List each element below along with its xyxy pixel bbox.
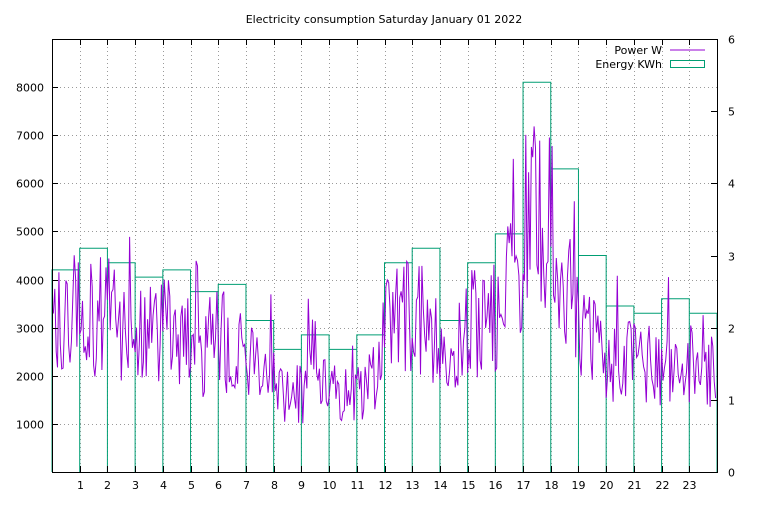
y2-tick-label: 2 (728, 323, 735, 336)
legend-label-energy: Energy KWh (595, 58, 662, 71)
y-tick-label: 4000 (16, 275, 44, 288)
x-tick-label: 18 (545, 479, 559, 492)
y-tick-label: 6000 (16, 178, 44, 191)
y2-tick-label: 0 (728, 467, 735, 480)
x-tick-label: 20 (600, 479, 614, 492)
legend: Power W Energy KWh (595, 44, 705, 71)
chart-title: Electricity consumption Saturday January… (246, 13, 523, 26)
y2-tick-label: 1 (728, 395, 735, 408)
x-tick-label: 19 (572, 479, 586, 492)
x-tick-label: 11 (351, 479, 365, 492)
x-tick-label: 3 (132, 479, 139, 492)
y-tick-label: 1000 (16, 419, 44, 432)
y2-tick-label: 4 (728, 178, 735, 191)
x-tick-label: 9 (298, 479, 305, 492)
x-tick-label: 22 (656, 479, 670, 492)
x-tick-label: 15 (462, 479, 476, 492)
x-tick-label: 14 (434, 479, 448, 492)
x-tick-label: 6 (215, 479, 222, 492)
power-line (51, 126, 717, 424)
y-tick-label: 2000 (16, 371, 44, 384)
x-tick-label: 1 (77, 479, 84, 492)
x-tick-label: 2 (104, 479, 111, 492)
x-tick-label: 10 (323, 479, 337, 492)
x-tick-label: 21 (628, 479, 642, 492)
x-tick-label: 13 (406, 479, 420, 492)
x-tick-label: 23 (683, 479, 697, 492)
x-tick-label: 7 (243, 479, 250, 492)
x-tick-label: 4 (160, 479, 167, 492)
y-tick-label: 8000 (16, 82, 44, 95)
x-tick-label: 8 (271, 479, 278, 492)
y-tick-label: 3000 (16, 323, 44, 336)
y2-tick-label: 3 (728, 251, 735, 264)
y-tick-label: 7000 (16, 130, 44, 143)
y-tick-label: 5000 (16, 226, 44, 239)
legend-swatch-energy (670, 60, 705, 68)
power-series (51, 126, 717, 424)
x-tick-label: 5 (188, 479, 195, 492)
legend-label-power: Power W (614, 44, 662, 57)
y2-tick-label: 5 (728, 106, 735, 119)
x-tick-label: 16 (489, 479, 503, 492)
x-tick-label: 12 (379, 479, 393, 492)
x-tick-label: 17 (517, 479, 531, 492)
y2-tick-label: 6 (728, 34, 735, 47)
axes: 1 2 3 4 5 6 7 8 9 10 11 12 13 14 15 16 17 18 19 20 21 22 23100… (16, 34, 735, 493)
